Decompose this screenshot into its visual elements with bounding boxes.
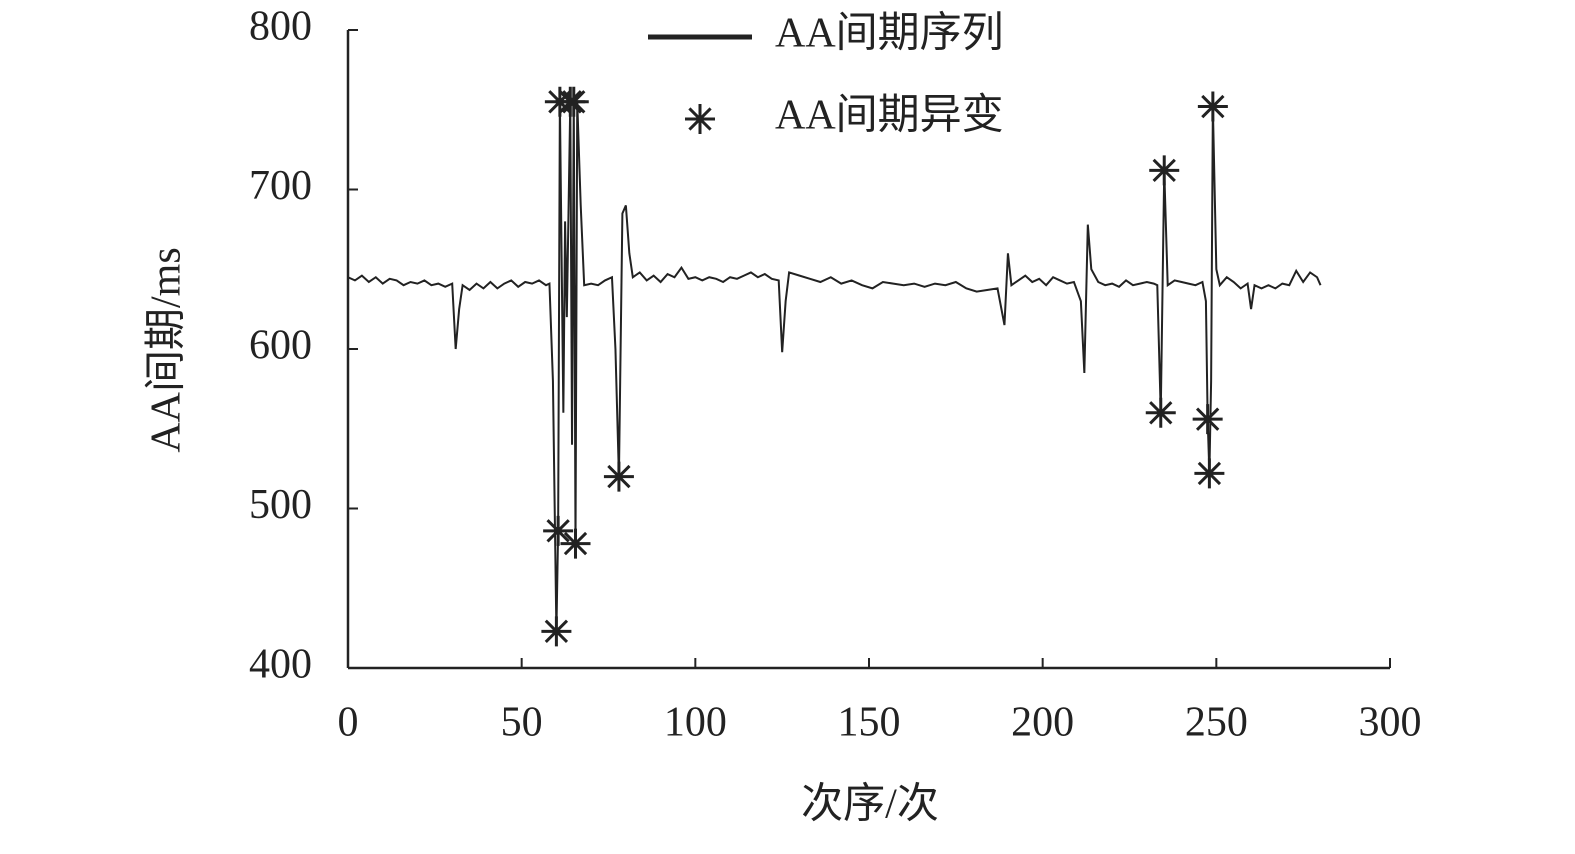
anomaly-marker	[1145, 397, 1176, 428]
anomaly-marker	[603, 461, 634, 492]
x-tick-label: 150	[838, 700, 901, 746]
x-tick-label: 100	[664, 700, 727, 746]
x-tick-label: 0	[338, 700, 359, 746]
y-tick-label: 500	[249, 482, 312, 528]
anomaly-marker	[1192, 404, 1223, 435]
x-axis-label: 次序/次	[801, 782, 939, 828]
x-tick-label: 200	[1011, 700, 1074, 746]
legend-label: AA间期序列	[775, 11, 1004, 57]
data-line	[347, 101, 1322, 632]
y-tick-label: 700	[249, 163, 312, 209]
anomaly-marker	[1194, 458, 1225, 489]
y-tick-label: 600	[249, 323, 312, 369]
anomaly-marker	[1197, 91, 1228, 122]
anomaly-marker	[541, 616, 572, 647]
y-tick-label: 800	[249, 4, 312, 50]
anomaly-marker	[558, 86, 589, 117]
anomaly-marker	[560, 528, 591, 559]
legend-label: AA间期异变	[775, 92, 1004, 139]
x-tick-label: 50	[501, 700, 543, 746]
y-axis-label: AA间期/ms	[144, 247, 190, 452]
x-tick-label: 300	[1359, 700, 1422, 746]
legend-swatch	[685, 104, 715, 134]
y-tick-label: 400	[249, 642, 312, 688]
x-tick-label: 250	[1185, 700, 1248, 746]
anomaly-marker	[1149, 155, 1180, 186]
anomaly-marker	[543, 515, 574, 546]
